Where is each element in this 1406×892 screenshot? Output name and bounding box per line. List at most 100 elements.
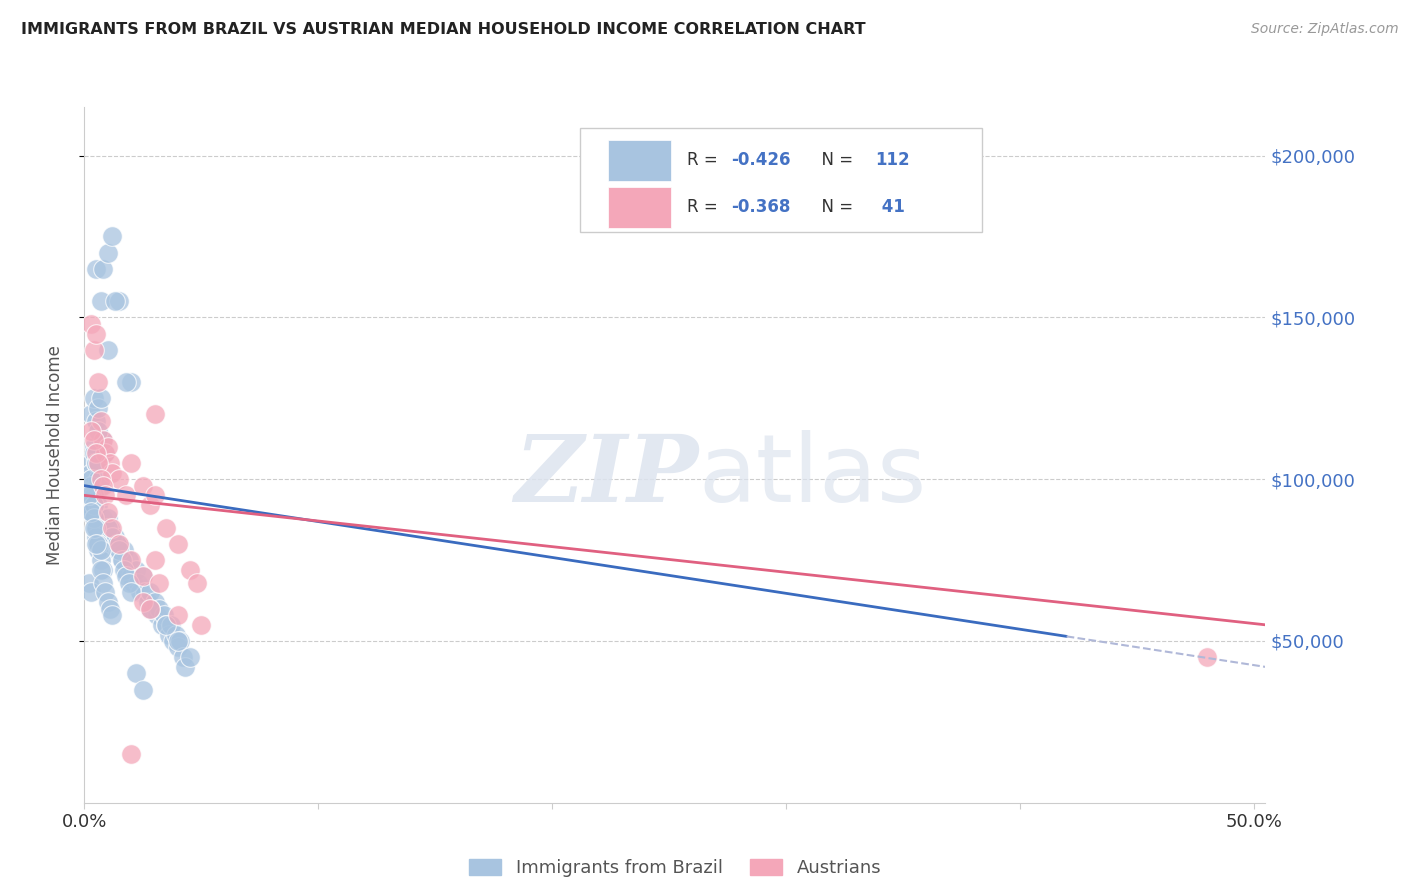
Point	[97, 511, 120, 525]
Point	[77, 498, 100, 512]
Point	[146, 608, 169, 623]
Point	[139, 498, 162, 512]
Point	[186, 575, 208, 590]
Point	[179, 563, 201, 577]
Point	[94, 531, 117, 545]
Text: R =: R =	[686, 198, 723, 216]
Point	[83, 488, 105, 502]
FancyBboxPatch shape	[581, 128, 981, 232]
Point	[136, 595, 159, 609]
Point	[91, 575, 114, 590]
Point	[148, 601, 170, 615]
Point	[97, 343, 120, 357]
Point	[155, 617, 177, 632]
Point	[1195, 650, 1218, 665]
Point	[108, 472, 131, 486]
Point	[83, 440, 105, 454]
Point	[111, 553, 134, 567]
FancyBboxPatch shape	[607, 140, 671, 181]
Point	[111, 553, 134, 567]
Text: N =: N =	[811, 198, 858, 216]
Point	[167, 640, 190, 655]
Point	[115, 375, 138, 389]
Point	[91, 261, 114, 276]
Point	[190, 617, 212, 632]
Point	[84, 521, 107, 535]
Point	[132, 478, 155, 492]
Text: 112: 112	[876, 152, 910, 169]
Text: atlas: atlas	[699, 430, 927, 522]
Point	[120, 375, 142, 389]
Point	[90, 392, 112, 406]
Point	[97, 595, 120, 609]
Point	[101, 608, 124, 623]
Point	[91, 563, 114, 577]
Point	[125, 666, 148, 681]
Point	[80, 472, 103, 486]
Point	[105, 537, 128, 551]
Text: Source: ZipAtlas.com: Source: ZipAtlas.com	[1251, 22, 1399, 37]
Point	[132, 569, 155, 583]
Text: -0.368: -0.368	[731, 198, 792, 216]
Point	[139, 585, 162, 599]
Point	[125, 563, 148, 577]
Point	[83, 521, 105, 535]
Point	[91, 511, 114, 525]
Point	[132, 595, 155, 609]
Point	[77, 488, 100, 502]
Point	[94, 446, 117, 460]
Point	[97, 245, 120, 260]
Point	[118, 553, 141, 567]
Point	[87, 456, 110, 470]
Point	[155, 617, 177, 632]
Point	[108, 537, 131, 551]
Point	[120, 585, 142, 599]
Point	[174, 660, 197, 674]
Point	[97, 440, 120, 454]
Point	[87, 537, 110, 551]
Point	[87, 543, 110, 558]
Point	[148, 575, 170, 590]
Text: -0.426: -0.426	[731, 152, 792, 169]
Point	[104, 294, 127, 309]
Point	[84, 537, 107, 551]
Point	[84, 456, 107, 470]
Point	[120, 569, 142, 583]
Point	[80, 456, 103, 470]
Point	[80, 317, 103, 331]
Point	[91, 434, 114, 448]
Point	[179, 650, 201, 665]
Point	[94, 585, 117, 599]
Point	[172, 650, 194, 665]
Point	[143, 408, 166, 422]
Point	[84, 446, 107, 460]
Point	[129, 585, 152, 599]
Text: R =: R =	[686, 152, 723, 169]
Point	[80, 466, 103, 480]
Point	[90, 414, 112, 428]
Point	[94, 446, 117, 460]
Point	[139, 601, 162, 615]
Point	[90, 294, 112, 309]
Point	[112, 543, 135, 558]
Point	[94, 488, 117, 502]
Point	[101, 466, 124, 480]
Point	[80, 478, 103, 492]
Point	[90, 521, 112, 535]
Point	[84, 456, 107, 470]
Point	[104, 531, 127, 545]
Text: IMMIGRANTS FROM BRAZIL VS AUSTRIAN MEDIAN HOUSEHOLD INCOME CORRELATION CHART: IMMIGRANTS FROM BRAZIL VS AUSTRIAN MEDIA…	[21, 22, 866, 37]
Point	[139, 601, 162, 615]
Point	[80, 504, 103, 518]
Text: ZIP: ZIP	[515, 431, 699, 521]
Point	[143, 595, 166, 609]
Point	[84, 326, 107, 341]
Point	[84, 521, 107, 535]
Point	[80, 408, 103, 422]
Point	[122, 575, 145, 590]
Point	[80, 424, 103, 438]
Point	[112, 563, 135, 577]
Point	[153, 608, 176, 623]
Y-axis label: Median Household Income: Median Household Income	[45, 345, 63, 565]
Point	[87, 472, 110, 486]
